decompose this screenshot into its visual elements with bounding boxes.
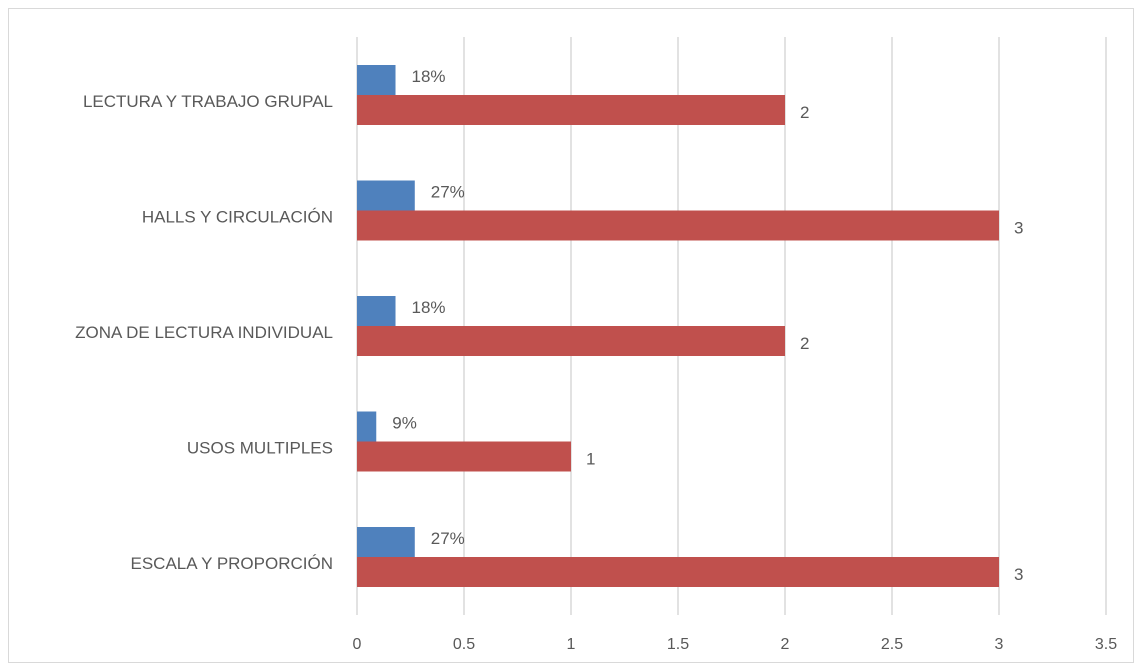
bar-percent [357, 65, 396, 95]
data-label: 2 [800, 103, 809, 122]
data-label: 2 [800, 334, 809, 353]
bar-percent [357, 180, 415, 211]
x-tick-label: 3 [995, 636, 1004, 653]
category-label: LECTURA Y TRABAJO GRUPAL [83, 92, 333, 111]
data-label: 27% [431, 529, 465, 548]
data-label: 18% [412, 67, 446, 86]
data-label: 9% [392, 414, 417, 433]
x-tick-label: 2 [781, 636, 790, 653]
bar-percent [357, 296, 396, 326]
x-tick-label: 1.5 [667, 636, 689, 653]
bar-count [357, 557, 999, 587]
x-tick-label: 0.5 [453, 636, 475, 653]
data-label: 27% [431, 183, 465, 202]
data-label: 3 [1014, 219, 1023, 238]
bar-percent [357, 527, 415, 557]
category-label: ZONA DE LECTURA INDIVIDUAL [75, 323, 333, 342]
data-label: 3 [1014, 565, 1023, 584]
data-label: 1 [586, 450, 595, 469]
bar-count [357, 95, 785, 125]
data-label: 18% [412, 298, 446, 317]
category-label: HALLS Y CIRCULACIÓN [142, 208, 333, 227]
x-tick-label: 1 [567, 636, 576, 653]
bars [357, 65, 999, 587]
x-tick-label: 2.5 [881, 636, 903, 653]
category-label: USOS MULTIPLES [187, 439, 333, 458]
category-label: ESCALA Y PROPORCIÓN [131, 554, 334, 573]
x-tick-label: 0 [353, 636, 362, 653]
bar-count [357, 441, 571, 472]
bar-percent [357, 411, 377, 442]
bar-count [357, 210, 999, 241]
bar-count [357, 326, 785, 356]
labels: 0 0.5 1 1.5 2 2.5 3 3.5 LECTURA Y TRABAJO GRUPAL… [75, 67, 1117, 653]
x-tick-label: 3.5 [1095, 636, 1117, 653]
